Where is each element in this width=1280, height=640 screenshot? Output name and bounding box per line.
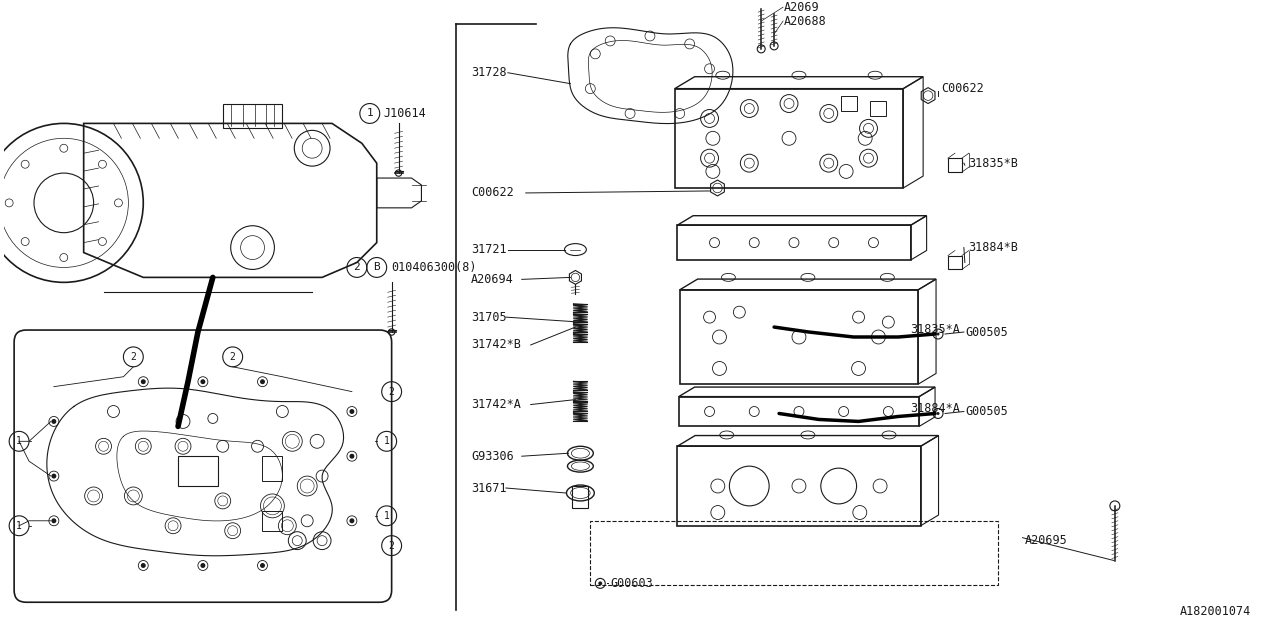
- Text: 2: 2: [131, 352, 136, 362]
- Circle shape: [598, 581, 603, 586]
- Text: 31705: 31705: [471, 310, 507, 324]
- Circle shape: [201, 380, 205, 384]
- Circle shape: [51, 518, 56, 524]
- Bar: [680, 290, 918, 384]
- Text: C00622: C00622: [941, 82, 984, 95]
- Text: 31835*B: 31835*B: [968, 157, 1018, 170]
- Text: G93306: G93306: [471, 450, 513, 463]
- Circle shape: [349, 409, 355, 414]
- Circle shape: [141, 563, 146, 568]
- Text: 1: 1: [17, 521, 22, 531]
- Circle shape: [260, 380, 265, 384]
- Text: C00622: C00622: [471, 186, 513, 200]
- Bar: [678, 397, 919, 426]
- Text: A20694: A20694: [471, 273, 513, 286]
- Text: 31671: 31671: [471, 481, 507, 495]
- Circle shape: [260, 563, 265, 568]
- Circle shape: [51, 419, 56, 424]
- Circle shape: [141, 380, 146, 384]
- Text: 1: 1: [366, 108, 374, 118]
- Text: A2069: A2069: [785, 1, 819, 13]
- Text: 2: 2: [353, 262, 360, 273]
- Circle shape: [51, 474, 56, 479]
- Text: B: B: [374, 262, 380, 273]
- Text: 2: 2: [389, 387, 394, 397]
- Text: 31884*B: 31884*B: [968, 241, 1018, 254]
- Bar: [948, 158, 961, 172]
- Text: 31742*B: 31742*B: [471, 339, 521, 351]
- Bar: [223, 104, 283, 129]
- Text: 31835*A: 31835*A: [910, 323, 960, 335]
- Text: 31742*A: 31742*A: [471, 398, 521, 411]
- Bar: [262, 511, 283, 531]
- Bar: [677, 446, 920, 525]
- Text: 31721: 31721: [471, 243, 507, 256]
- Text: 31728: 31728: [471, 66, 507, 79]
- Circle shape: [937, 412, 940, 415]
- Text: 1: 1: [384, 511, 389, 521]
- Text: 2: 2: [229, 352, 236, 362]
- Text: 1: 1: [17, 436, 22, 446]
- Text: 2: 2: [389, 541, 394, 550]
- Text: 1: 1: [384, 436, 389, 446]
- Text: A182001074: A182001074: [1180, 605, 1251, 618]
- Bar: [677, 225, 910, 260]
- Circle shape: [937, 333, 940, 335]
- Circle shape: [349, 454, 355, 459]
- Bar: [675, 88, 904, 188]
- Text: A20688: A20688: [785, 15, 827, 28]
- Text: J10614: J10614: [384, 107, 426, 120]
- Circle shape: [349, 518, 355, 524]
- Bar: [572, 486, 589, 508]
- Text: G00505: G00505: [966, 326, 1009, 339]
- Bar: [841, 95, 856, 111]
- Bar: [262, 456, 283, 481]
- Bar: [870, 100, 886, 116]
- Text: 010406300(8): 010406300(8): [392, 261, 477, 274]
- Text: G00505: G00505: [966, 405, 1009, 418]
- Text: G00603: G00603: [611, 577, 653, 590]
- Bar: [178, 456, 218, 486]
- Text: 31884*A: 31884*A: [910, 402, 960, 415]
- Bar: [948, 255, 961, 269]
- Bar: [590, 521, 997, 586]
- Text: A20695: A20695: [1024, 534, 1068, 547]
- Circle shape: [201, 563, 205, 568]
